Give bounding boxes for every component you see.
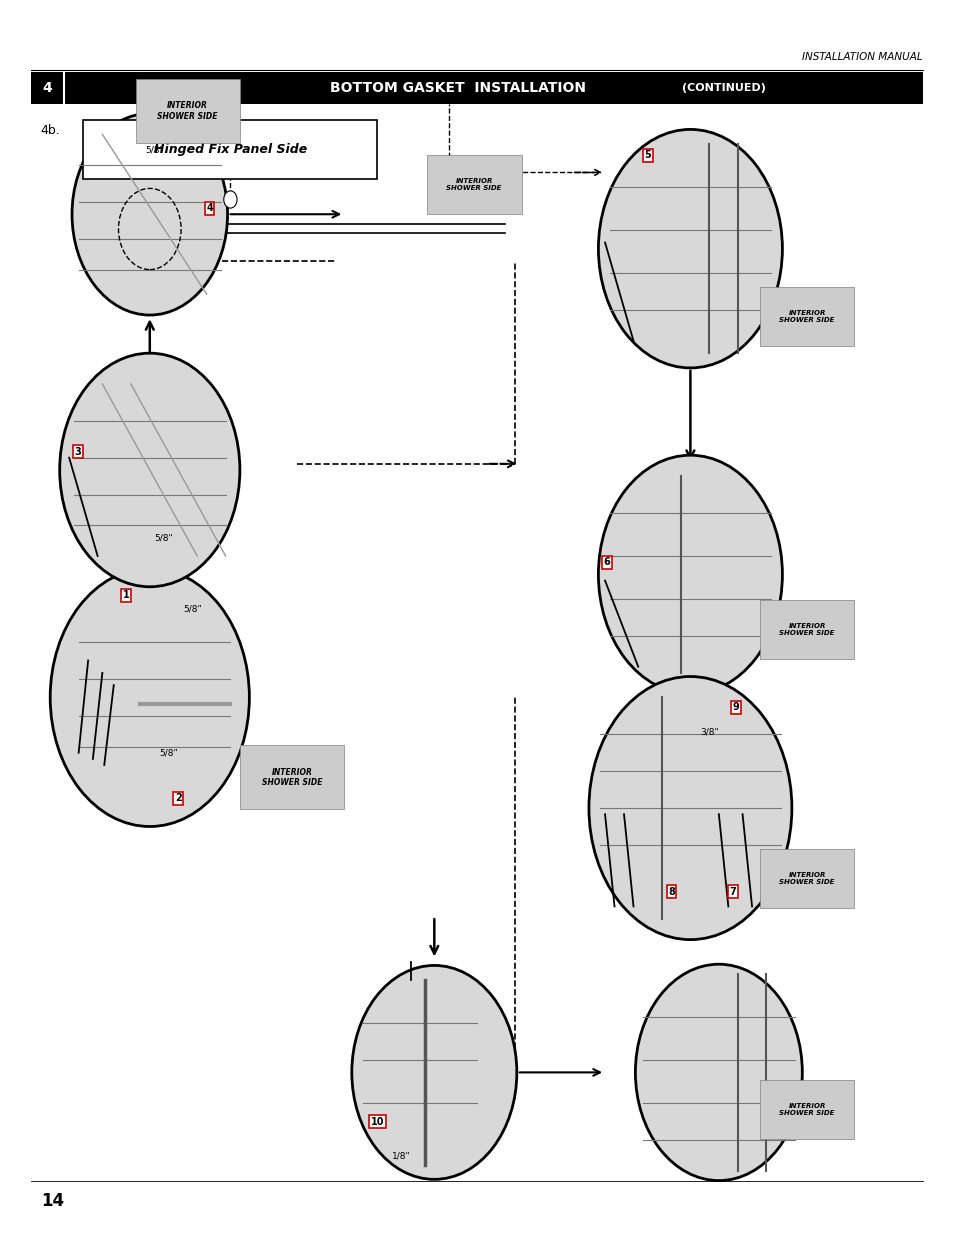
Text: 5: 5 bbox=[643, 151, 650, 161]
Text: 6: 6 bbox=[603, 557, 610, 567]
Circle shape bbox=[598, 456, 781, 694]
Text: INTERIOR
SHOWER SIDE: INTERIOR SHOWER SIDE bbox=[779, 624, 834, 636]
Circle shape bbox=[224, 191, 236, 207]
FancyBboxPatch shape bbox=[759, 600, 854, 659]
Text: 9: 9 bbox=[732, 703, 739, 713]
Text: INSTALLATION MANUAL: INSTALLATION MANUAL bbox=[801, 52, 922, 62]
Circle shape bbox=[635, 965, 801, 1181]
FancyBboxPatch shape bbox=[759, 1079, 854, 1139]
Text: 10: 10 bbox=[371, 1116, 384, 1126]
Circle shape bbox=[51, 568, 249, 826]
Text: INTERIOR
SHOWER SIDE: INTERIOR SHOWER SIDE bbox=[779, 872, 834, 884]
FancyBboxPatch shape bbox=[83, 120, 377, 179]
Text: 5/8": 5/8" bbox=[154, 534, 173, 542]
Text: 4: 4 bbox=[43, 80, 52, 95]
FancyBboxPatch shape bbox=[31, 72, 922, 104]
Text: Hinged Fix Panel Side: Hinged Fix Panel Side bbox=[153, 142, 307, 156]
Text: 7: 7 bbox=[729, 887, 736, 897]
Text: INTERIOR
SHOWER SIDE: INTERIOR SHOWER SIDE bbox=[779, 310, 834, 322]
Text: 1/8": 1/8" bbox=[392, 1151, 410, 1161]
Circle shape bbox=[71, 114, 228, 315]
FancyBboxPatch shape bbox=[759, 848, 854, 908]
Text: BOTTOM GASKET  INSTALLATION: BOTTOM GASKET INSTALLATION bbox=[330, 80, 585, 95]
Text: 4b.: 4b. bbox=[41, 125, 60, 137]
Text: INTERIOR
SHOWER SIDE: INTERIOR SHOWER SIDE bbox=[157, 101, 217, 121]
Text: INTERIOR
SHOWER SIDE: INTERIOR SHOWER SIDE bbox=[779, 1103, 834, 1115]
Text: 3/8": 3/8" bbox=[700, 727, 718, 736]
FancyBboxPatch shape bbox=[426, 156, 521, 214]
FancyBboxPatch shape bbox=[239, 746, 344, 809]
Text: 5/8": 5/8" bbox=[145, 146, 164, 154]
Text: 1: 1 bbox=[123, 590, 130, 600]
Text: 3: 3 bbox=[74, 447, 81, 457]
FancyBboxPatch shape bbox=[135, 79, 239, 143]
Circle shape bbox=[588, 677, 791, 940]
Text: 14: 14 bbox=[41, 1193, 64, 1210]
Text: 4: 4 bbox=[206, 203, 213, 214]
FancyBboxPatch shape bbox=[759, 287, 854, 346]
Text: INTERIOR
SHOWER SIDE: INTERIOR SHOWER SIDE bbox=[261, 768, 322, 787]
Text: INTERIOR
SHOWER SIDE: INTERIOR SHOWER SIDE bbox=[446, 178, 501, 191]
Text: 5/8": 5/8" bbox=[183, 604, 201, 614]
Text: 2: 2 bbox=[174, 793, 181, 803]
Circle shape bbox=[352, 966, 517, 1179]
Circle shape bbox=[598, 130, 781, 368]
Circle shape bbox=[60, 353, 239, 587]
Text: 5/8": 5/8" bbox=[159, 748, 177, 757]
Text: (CONTINUED): (CONTINUED) bbox=[681, 83, 764, 93]
Text: 8: 8 bbox=[667, 887, 674, 897]
